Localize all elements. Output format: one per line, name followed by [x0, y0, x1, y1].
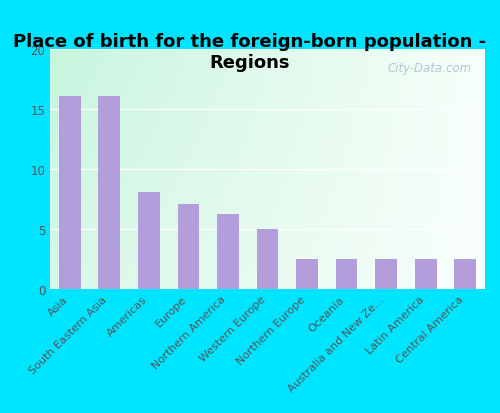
Bar [138, 192, 160, 289]
Text: Place of birth for the foreign-born population -
Regions: Place of birth for the foreign-born popu… [14, 33, 486, 72]
Bar [178, 204, 200, 289]
Bar [59, 96, 80, 289]
Bar [415, 259, 436, 289]
Bar [256, 229, 278, 289]
Bar [296, 259, 318, 289]
Bar [217, 215, 239, 289]
Bar [98, 96, 120, 289]
Bar [336, 259, 357, 289]
Text: City-Data.com: City-Data.com [388, 62, 472, 74]
Bar [376, 259, 397, 289]
Bar [454, 259, 476, 289]
